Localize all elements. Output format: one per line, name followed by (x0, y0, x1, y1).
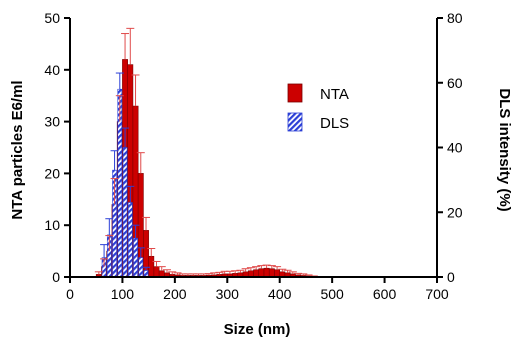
legend-nta-swatch (287, 83, 303, 103)
right-tick-label-3: 60 (447, 75, 463, 91)
left-tick-label-3: 30 (44, 114, 60, 130)
left-tick-label-2: 20 (44, 165, 60, 181)
right-tick-label-2: 40 (447, 140, 463, 156)
left-tick-label-4: 40 (44, 62, 60, 78)
legend-dls-label: DLS (320, 115, 349, 132)
x-tick-label-0: 0 (66, 286, 74, 302)
nta-error-bars (94, 27, 318, 277)
nta-bar-11 (153, 266, 160, 278)
left-axis-title: NTA particles E6/ml (9, 80, 26, 219)
nta-bar-34 (274, 269, 281, 278)
x-axis-title: Size (nm) (224, 321, 291, 338)
dls-bar-6 (133, 237, 138, 278)
dls-bar-5 (127, 202, 133, 278)
left-axis-ticks: 0 10 20 30 40 50 (44, 10, 70, 285)
nta-bar-30 (253, 269, 260, 278)
legend-nta-label: NTA (320, 86, 349, 103)
left-tick-label-5: 50 (44, 10, 60, 26)
right-axis-ticks: 0 20 40 60 80 (437, 10, 463, 285)
left-tick-label-0: 0 (52, 269, 60, 285)
left-tick-label-1: 10 (44, 217, 60, 233)
nta-bar-31 (258, 268, 265, 278)
x-tick-label-5: 500 (320, 286, 344, 302)
x-tick-label-7: 700 (425, 286, 449, 302)
right-tick-label-0: 0 (447, 269, 455, 285)
x-tick-label-6: 600 (373, 286, 397, 302)
dls-bar-4 (122, 147, 128, 278)
x-tick-label-3: 300 (216, 286, 240, 302)
nta-bar-32 (263, 267, 270, 278)
right-axis-title: DLS intensity (%) (496, 88, 513, 211)
nta-bar-33 (268, 268, 275, 278)
x-axis-ticks: 0 100 200 300 400 500 600 700 (66, 277, 449, 302)
right-tick-label-4: 80 (447, 10, 463, 26)
nta-bar-10 (148, 255, 155, 278)
x-tick-label-2: 200 (163, 286, 187, 302)
x-tick-label-1: 100 (111, 286, 135, 302)
dls-error-bars (100, 72, 151, 271)
legend-dls-swatch (287, 112, 303, 132)
right-tick-label-1: 20 (447, 204, 463, 220)
legend: NTA DLS (287, 83, 349, 132)
x-tick-label-4: 400 (268, 286, 292, 302)
